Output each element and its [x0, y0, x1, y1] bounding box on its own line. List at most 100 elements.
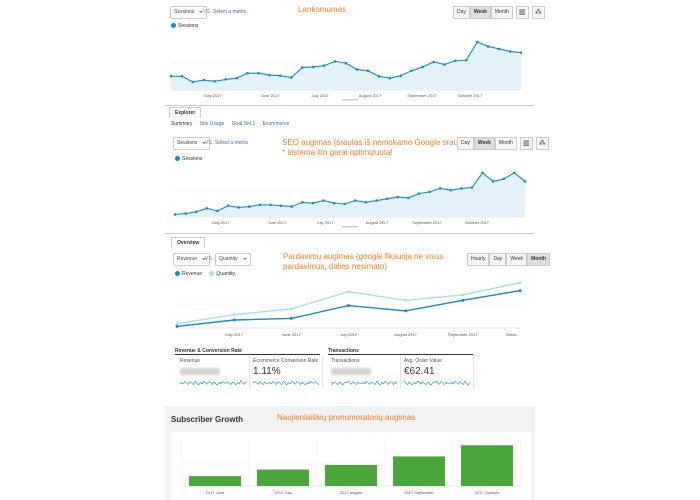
- subscriber-chart: 2017 June 2017 July 2017 August 2017 Septem…: [180, 440, 522, 495]
- data-point: [470, 186, 474, 189]
- tab-overview[interactable]: Overview: [171, 237, 206, 248]
- metric-select[interactable]: Sessions: [170, 6, 208, 19]
- data-point: [224, 78, 227, 81]
- card-label: Revenue: [180, 358, 201, 364]
- area-fill: [171, 42, 521, 90]
- data-point: [322, 64, 326, 68]
- data-point: [519, 51, 523, 54]
- annotation-line: pardavimus, dalies nesimato): [283, 262, 388, 271]
- select-metric-link[interactable]: Select a metric: [215, 140, 249, 146]
- data-point: [289, 307, 293, 311]
- x-tick-label: August 2017: [366, 220, 389, 225]
- annotation-lankomumas: Lankomumas: [298, 5, 347, 14]
- data-point: [194, 210, 198, 214]
- data-point: [205, 207, 209, 210]
- x-tick-label: 2017 October: [475, 490, 500, 495]
- month-button[interactable]: Month: [494, 137, 517, 150]
- x-tick-label: September 2017: [448, 332, 478, 337]
- quantity-select[interactable]: Quantity: [215, 253, 251, 266]
- data-point: [347, 290, 350, 294]
- sessions-panel-1: Sessions VS. Select a metric Lankomumas …: [165, 0, 545, 101]
- data-point: [247, 205, 251, 208]
- data-point: [454, 59, 457, 63]
- data-point: [404, 309, 408, 313]
- data-point: [169, 75, 173, 78]
- data-point: [322, 199, 325, 202]
- week-button[interactable]: Week: [473, 137, 495, 150]
- bar: [325, 464, 377, 486]
- data-point: [232, 313, 236, 317]
- data-point: [407, 196, 410, 200]
- data-point: [432, 60, 435, 64]
- month-button[interactable]: Month: [490, 6, 513, 19]
- data-point: [491, 180, 495, 183]
- data-point: [258, 203, 262, 207]
- data-point: [497, 47, 501, 51]
- card-conversion-rate: Ecommerce Conversion Rate 1.11%: [250, 356, 323, 388]
- data-point: [333, 60, 337, 63]
- blurred-value: [180, 368, 220, 375]
- data-point: [523, 180, 527, 183]
- data-point: [237, 206, 240, 209]
- data-point: [518, 289, 522, 293]
- month-button[interactable]: Month: [527, 253, 551, 266]
- subtab-summary[interactable]: Summary: [171, 121, 193, 127]
- x-tick-label: July 2017: [340, 332, 358, 337]
- hourly-button[interactable]: Hourly: [467, 253, 490, 266]
- data-point: [410, 69, 413, 73]
- week-button[interactable]: Week: [506, 253, 528, 266]
- x-tick-label: October 2017: [458, 93, 483, 98]
- granularity-buttons: Day Week Month ▥ ⁂: [453, 6, 545, 19]
- card-label: Transactions: [331, 358, 360, 364]
- x-tick-label: Octob...: [506, 332, 520, 337]
- vs-label: VS.: [203, 9, 212, 15]
- data-point: [513, 171, 516, 175]
- series-line: [176, 289, 521, 328]
- data-point: [417, 192, 421, 195]
- data-point: [449, 188, 453, 192]
- chart-type-icon[interactable]: ▥: [519, 137, 533, 150]
- subtab-site-usage[interactable]: Site Usage: [199, 121, 225, 127]
- data-point: [508, 50, 512, 53]
- motion-chart-icon[interactable]: ⁂: [535, 137, 549, 150]
- subtab-goal-set[interactable]: Goal Set 1: [231, 121, 256, 127]
- subtab-ecommerce[interactable]: Ecommerce: [262, 121, 290, 127]
- tab-explorer[interactable]: Explorer: [169, 107, 202, 118]
- legend-dot: [209, 271, 215, 276]
- blurred-value: [331, 368, 371, 375]
- x-tick-label: May 2017: [204, 93, 222, 98]
- day-button[interactable]: Day: [453, 6, 470, 19]
- data-point: [191, 80, 195, 84]
- section-revenue-conversion: Revenue & Conversion Rate: [175, 348, 320, 355]
- data-point: [396, 195, 400, 199]
- week-button[interactable]: Week: [469, 6, 491, 19]
- chart-type-icon[interactable]: ▥: [515, 6, 529, 19]
- card-revenue: Revenue: [177, 356, 250, 388]
- annotation-line: Pardavimų augimas (google fiksuoja ne vi…: [283, 252, 444, 261]
- sessions-panel-2: Explorer Summary Site Usage Goal Set 1 E…: [165, 105, 549, 231]
- day-button[interactable]: Day: [489, 253, 507, 266]
- ecommerce-panel: Overview Revenue VS. Quantity Pardavimų …: [165, 233, 551, 391]
- motion-chart-icon[interactable]: ⁂: [531, 6, 545, 19]
- x-tick-label: August 2017: [359, 93, 382, 98]
- annotation-sales: Pardavimų augimas (google fiksuoja ne vi…: [283, 252, 444, 272]
- data-point: [290, 76, 293, 79]
- revenue-select[interactable]: Revenue: [173, 253, 211, 266]
- data-point: [289, 316, 293, 320]
- data-point: [465, 58, 468, 62]
- card-label: Avg. Order Value: [404, 358, 442, 364]
- data-point: [377, 75, 381, 78]
- select-metric-link[interactable]: Select a metric: [213, 9, 247, 15]
- x-tick-label: 2017 September: [404, 490, 434, 495]
- data-point: [300, 66, 304, 69]
- legend-dot: [175, 156, 180, 161]
- metric-select[interactable]: Sessions: [173, 137, 211, 150]
- card-label: Ecommerce Conversion Rate: [253, 358, 319, 364]
- annotation-line: * sistema itin gerai optimizuota!: [282, 148, 393, 157]
- data-point: [385, 197, 389, 201]
- data-point: [460, 187, 463, 190]
- day-button[interactable]: Day: [457, 137, 474, 150]
- data-point: [354, 199, 357, 202]
- area-fill: [175, 172, 525, 217]
- data-point: [235, 76, 238, 80]
